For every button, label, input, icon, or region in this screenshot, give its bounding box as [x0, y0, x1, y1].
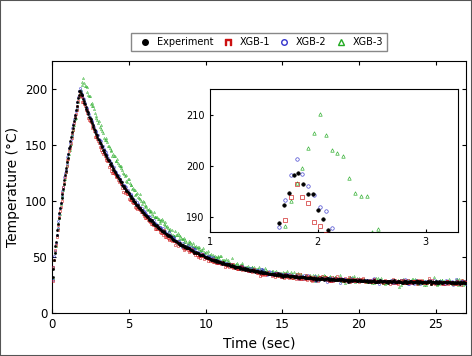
X-axis label: Time (sec): Time (sec)	[223, 336, 295, 350]
Legend: Experiment, XGB-1, XGB-2, XGB-3: Experiment, XGB-1, XGB-2, XGB-3	[131, 33, 388, 51]
Y-axis label: Temperature (°C): Temperature (°C)	[6, 127, 19, 247]
